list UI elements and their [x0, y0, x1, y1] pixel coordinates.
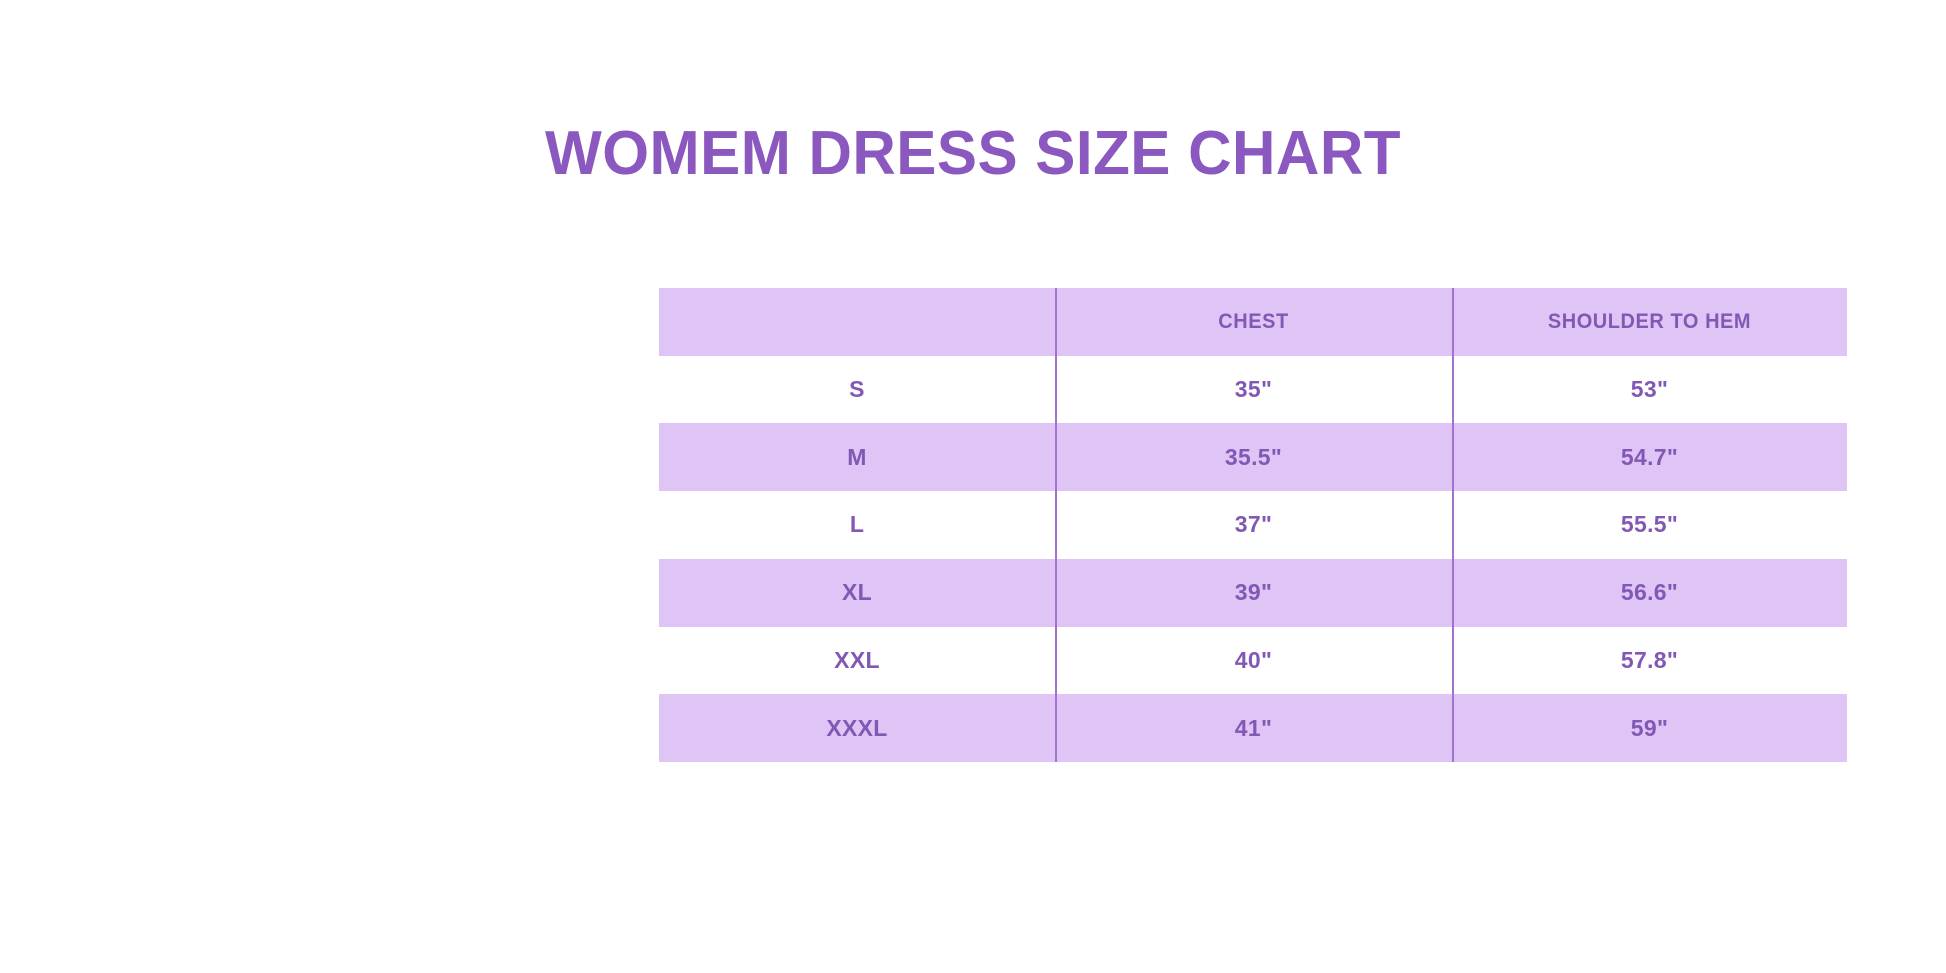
cell-size: L: [849, 511, 865, 538]
cell-size: XL: [842, 579, 872, 606]
column-header-chest: CHEST: [1218, 309, 1289, 333]
table-row: L 37" 55.5": [659, 491, 1847, 559]
cell-size: XXXL: [826, 714, 888, 741]
cell-shoulder-to-hem: 59": [1630, 714, 1669, 741]
cell-chest: 35": [1234, 376, 1273, 403]
table-row: XL 39" 56.6": [659, 558, 1847, 627]
table-header-row: CHEST SHOULDER TO HEM: [659, 288, 1847, 356]
cell-shoulder-to-hem: 57.8": [1620, 646, 1679, 673]
cell-shoulder-to-hem: 53": [1630, 376, 1669, 403]
cell-shoulder-to-hem: 56.6": [1620, 579, 1679, 606]
cell-chest: 39": [1234, 579, 1273, 606]
cell-chest: 41": [1234, 714, 1273, 741]
column-header-shoulder-to-hem: SHOULDER TO HEM: [1547, 309, 1752, 333]
size-chart-table: CHEST SHOULDER TO HEM S 35" 53" M 35.5" …: [659, 288, 1847, 762]
size-chart-table-container: CHEST SHOULDER TO HEM S 35" 53" M 35.5" …: [659, 288, 1847, 762]
cell-shoulder-to-hem: 55.5": [1620, 511, 1679, 538]
table-row: XXL 40" 57.8": [659, 626, 1847, 695]
table-body: S 35" 53" M 35.5" 54.7" L 37" 55.5" XL 3…: [659, 355, 1847, 762]
cell-size: M: [847, 443, 867, 470]
table-row: M 35.5" 54.7": [659, 423, 1847, 492]
table-header: CHEST SHOULDER TO HEM: [659, 288, 1847, 356]
table-row: XXXL 41" 59": [659, 694, 1847, 762]
cell-chest: 35.5": [1224, 443, 1283, 470]
cell-size: XXL: [834, 646, 880, 673]
cell-chest: 40": [1234, 646, 1273, 673]
page-title: WOMEM DRESS SIZE CHART: [545, 118, 1401, 188]
table-row: S 35" 53": [659, 355, 1847, 424]
cell-chest: 37": [1234, 511, 1273, 538]
cell-shoulder-to-hem: 54.7": [1620, 443, 1679, 470]
column-header-size: [669, 288, 1045, 356]
cell-size: S: [849, 376, 865, 403]
